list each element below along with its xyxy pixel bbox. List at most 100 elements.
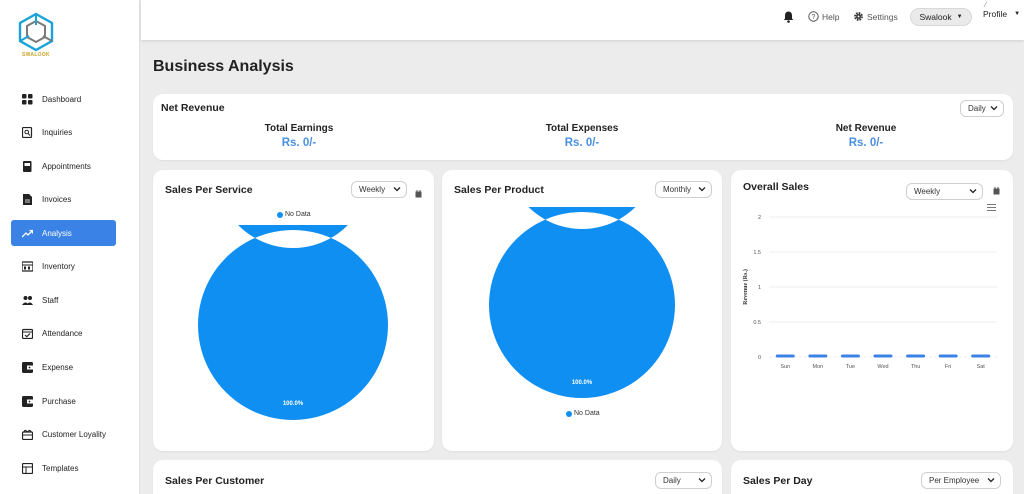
- chevron-down-icon: [393, 187, 401, 192]
- overall-sales-chart: 0 0.5 1 1.5 2 Revenue (Rs.) Sun Mon Tue Wed Thu Fri…: [742, 215, 997, 370]
- user-menu-button[interactable]: Swalook ▼: [910, 8, 972, 26]
- sidebar-item-staff[interactable]: Staff: [11, 287, 116, 313]
- calendar-icon[interactable]: [993, 187, 1000, 195]
- sidebar-item-appointments[interactable]: Appointments: [11, 153, 116, 179]
- sidebar-item-label: Templates: [42, 463, 79, 473]
- trending-up-icon: [22, 228, 33, 239]
- net-revenue-card: Net Revenue Daily Total Earnings Rs. 0/-…: [153, 94, 1013, 160]
- purchase-icon: [22, 395, 33, 407]
- sales-per-product-card: Sales Per Product Monthly 100.0% No Data: [442, 170, 722, 451]
- appointments-icon: [22, 160, 33, 172]
- sidebar-item-inquiries[interactable]: Inquiries: [11, 119, 116, 145]
- calendar-icon[interactable]: [415, 190, 422, 198]
- sidebar-item-label: Inventory: [42, 261, 75, 271]
- legend-label: No Data: [285, 211, 311, 218]
- bar[interactable]: [775, 354, 795, 358]
- bell-icon: [783, 11, 794, 23]
- sidebar-item-label: Purchase: [42, 396, 76, 406]
- sidebar-item-analysis[interactable]: Analysis: [11, 220, 116, 246]
- sales-per-service-period-value: Weekly: [359, 185, 386, 194]
- total-earnings-label: Total Earnings: [264, 123, 334, 134]
- sidebar-item-label: Invoices: [42, 194, 72, 204]
- dashboard-icon: [22, 93, 33, 105]
- net-revenue-label: Net Revenue: [835, 123, 897, 134]
- sidebar-item-inventory[interactable]: Inventory: [11, 253, 116, 279]
- sidebar-item-label: Expense: [42, 362, 74, 372]
- y-tick-label: 1.5: [753, 250, 761, 256]
- loyalty-icon: [22, 429, 33, 440]
- sales-per-product-chart: 100.0%: [489, 207, 675, 398]
- total-expenses: Total Expenses Rs. 0/-: [492, 123, 672, 149]
- overall-sales-period-select[interactable]: Weekly: [906, 183, 983, 200]
- total-expenses-label: Total Expenses: [545, 123, 619, 134]
- bar[interactable]: [808, 354, 828, 358]
- staff-icon: [22, 295, 33, 306]
- sidebar-item-dashboard[interactable]: Dashboard: [11, 86, 116, 112]
- sidebar-item-label: Analysis: [42, 228, 72, 238]
- y-tick-label: 1: [758, 285, 761, 291]
- bar[interactable]: [938, 354, 958, 358]
- sidebar-item-purchase[interactable]: Purchase: [11, 388, 116, 414]
- net-revenue-period-select[interactable]: Daily: [960, 100, 1004, 117]
- settings-button[interactable]: Settings: [853, 11, 898, 22]
- help-button[interactable]: ? Help: [808, 11, 839, 22]
- sidebar-item-customer-loyality[interactable]: Customer Loyality: [11, 421, 116, 447]
- overall-sales-period-value: Weekly: [914, 187, 941, 196]
- caret-down-icon: ▼: [956, 14, 963, 20]
- profile-image-icon: ⁄: [985, 2, 987, 9]
- user-name: Swalook: [919, 12, 952, 22]
- pie-slice[interactable]: [489, 207, 675, 398]
- pie-slice[interactable]: [198, 225, 388, 420]
- net-revenue-period-value: Daily: [968, 104, 986, 113]
- overall-sales-card: Overall Sales Weekly 0 0.5 1 1.5 2 Revenue (R…: [731, 170, 1013, 451]
- logo-mark-icon: [18, 12, 54, 52]
- expense-icon: [22, 361, 33, 373]
- invoices-icon: [22, 193, 33, 205]
- sales-per-service-title: Sales Per Service: [165, 184, 253, 196]
- notification-button[interactable]: [783, 11, 794, 23]
- chart-menu-icon[interactable]: [987, 204, 996, 211]
- sales-per-service-period-select[interactable]: Weekly: [351, 181, 407, 198]
- sales-per-customer-period-select[interactable]: Daily: [655, 472, 712, 489]
- product-chart-legend: No Data: [566, 410, 600, 417]
- sidebar-item-invoices[interactable]: Invoices: [11, 186, 116, 212]
- logo-text: SWALOOK: [22, 52, 50, 58]
- pie-data-label: 100.0%: [572, 380, 593, 386]
- sales-per-customer-title: Sales Per Customer: [165, 475, 265, 487]
- sales-per-product-period-select[interactable]: Monthly: [655, 181, 712, 198]
- sales-per-day-period-select[interactable]: Per Employee: [921, 472, 1001, 489]
- y-axis-label: Revenue (Rs.): [742, 269, 749, 305]
- x-tick-label: Sun: [780, 364, 790, 370]
- chevron-down-icon: [969, 189, 977, 194]
- net-revenue-summary: Net Revenue Rs. 0/-: [776, 123, 956, 149]
- topbar: ? Help Settings Swalook ▼ ⁄ Profile ▼: [141, 0, 1024, 40]
- bar[interactable]: [873, 354, 893, 358]
- service-chart-legend: No Data: [277, 211, 311, 218]
- total-earnings: Total Earnings Rs. 0/-: [209, 123, 389, 149]
- y-tick-label: 0: [758, 355, 761, 361]
- y-tick-label: 0.5: [753, 320, 761, 326]
- templates-icon: [22, 462, 33, 474]
- sales-per-customer-period-value: Daily: [663, 476, 681, 485]
- bar[interactable]: [840, 354, 860, 358]
- sales-per-product-period-value: Monthly: [663, 185, 692, 194]
- sidebar-item-attendance[interactable]: Attendance: [11, 320, 116, 346]
- inventory-icon: [22, 260, 33, 272]
- sales-per-product-title: Sales Per Product: [454, 184, 544, 196]
- legend-dot: [566, 410, 572, 417]
- bar[interactable]: [906, 354, 926, 358]
- overall-sales-title: Overall Sales: [743, 181, 809, 193]
- sidebar-item-expense[interactable]: Expense: [11, 354, 116, 380]
- sidebar-item-label: Customer Loyality: [42, 429, 107, 439]
- legend-dot: [277, 211, 283, 218]
- sidebar-item-label: Dashboard: [42, 94, 82, 104]
- profile-menu[interactable]: ⁄ Profile ▼: [983, 2, 1020, 19]
- chevron-down-icon: [990, 106, 998, 111]
- swalook-logo[interactable]: SWALOOK: [16, 12, 56, 62]
- settings-label: Settings: [867, 11, 898, 22]
- sales-per-service-card: Sales Per Service Weekly No Data 100.0%: [153, 170, 434, 451]
- bar[interactable]: [971, 354, 991, 358]
- sidebar-item-label: Appointments: [42, 161, 91, 171]
- sidebar-item-templates[interactable]: Templates: [11, 455, 116, 481]
- total-expenses-value: Rs. 0/-: [564, 137, 600, 149]
